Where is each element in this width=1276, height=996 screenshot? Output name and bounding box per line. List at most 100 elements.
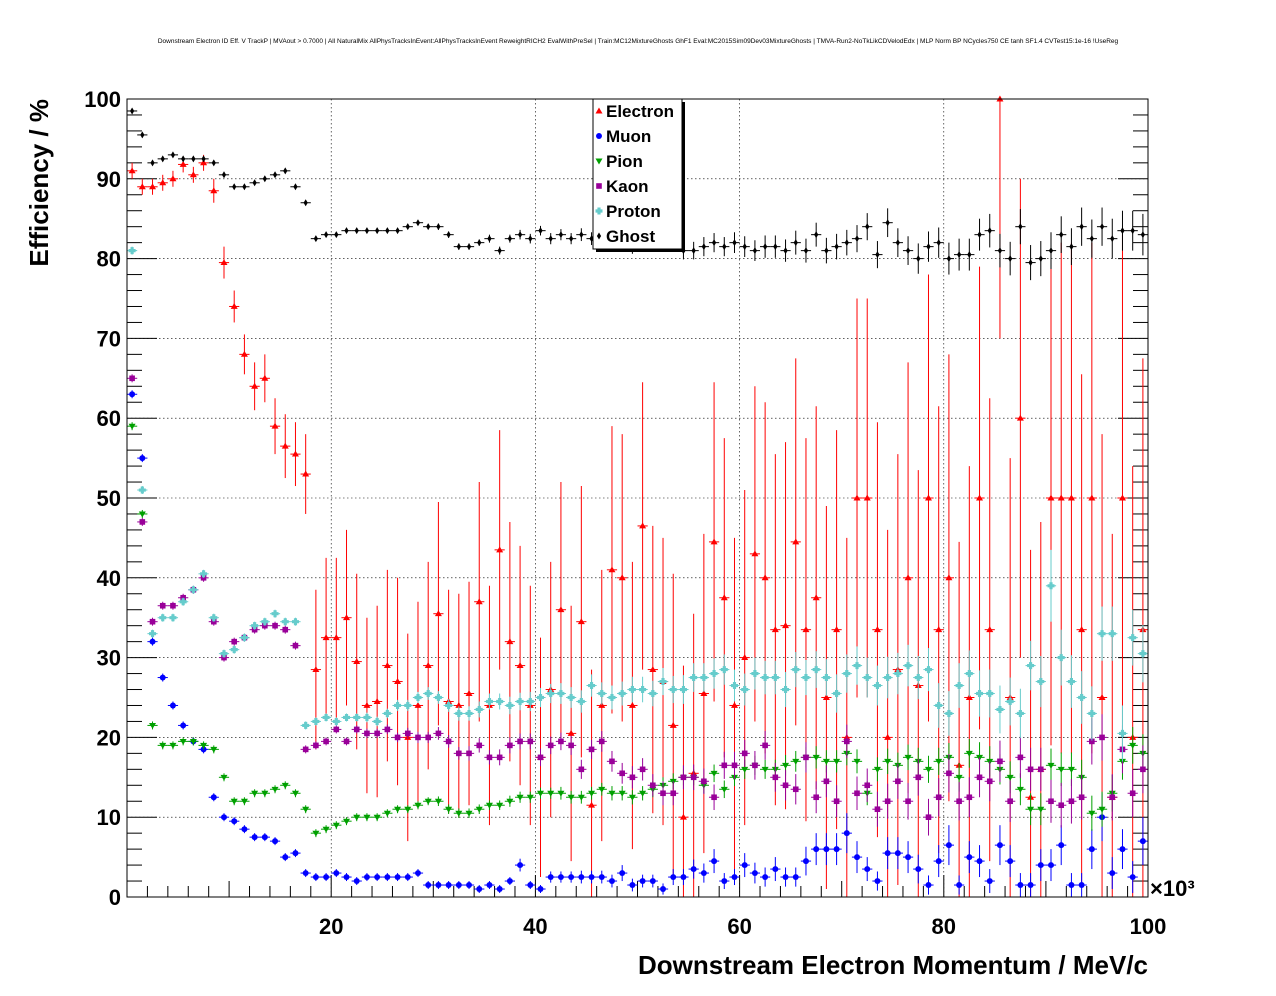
data-point [853, 758, 861, 765]
data-point [333, 870, 340, 877]
data-point [262, 175, 267, 183]
data-point [751, 870, 758, 877]
data-point [946, 255, 952, 263]
data-point [844, 239, 849, 247]
data-point [149, 638, 156, 645]
data-point [1129, 634, 1137, 642]
data-point [507, 235, 512, 243]
data-point [557, 606, 565, 613]
data-point [200, 742, 208, 749]
data-point [1047, 762, 1055, 769]
data-point [485, 697, 493, 705]
data-point [711, 794, 717, 801]
legend-marker-muon [596, 133, 602, 139]
data-point [333, 726, 340, 733]
data-point [221, 814, 227, 821]
data-point [1088, 494, 1096, 501]
data-point [915, 866, 922, 873]
data-point [773, 243, 778, 251]
data-point [1088, 846, 1095, 853]
data-point [384, 874, 391, 881]
data-point [722, 243, 727, 251]
data-point [466, 243, 472, 251]
data-point [618, 690, 626, 698]
data-point [843, 670, 851, 678]
data-point [1037, 862, 1044, 869]
data-point [221, 171, 227, 179]
data-point [385, 227, 390, 235]
y-tick-label: 40 [97, 566, 121, 591]
data-point [415, 870, 421, 877]
data-point [434, 610, 442, 617]
data-point [261, 374, 269, 381]
data-point [1057, 494, 1065, 501]
data-point [700, 690, 708, 696]
data-point [251, 382, 259, 389]
data-point [159, 674, 166, 681]
data-point [771, 674, 779, 682]
data-point [497, 247, 502, 255]
data-point [833, 758, 841, 765]
data-point [782, 782, 789, 789]
data-point [435, 882, 442, 889]
data-point [1037, 806, 1045, 813]
data-point [567, 729, 575, 736]
data-point [516, 794, 524, 801]
data-point [965, 694, 973, 700]
data-point [1078, 694, 1086, 701]
data-point [1067, 766, 1075, 773]
data-point [976, 774, 983, 781]
data-point [1120, 227, 1125, 235]
data-point [823, 778, 830, 785]
data-point [679, 813, 687, 820]
data-point [782, 874, 789, 881]
data-point [332, 634, 340, 641]
data-point [884, 758, 892, 765]
legend-marker-ghost [596, 232, 602, 240]
data-point [312, 717, 320, 725]
data-point [792, 758, 800, 765]
data-point [833, 846, 840, 853]
data-point [639, 522, 647, 529]
data-point [1069, 243, 1074, 251]
data-point [792, 874, 799, 881]
x-tick-label: 40 [523, 914, 547, 939]
x-tick-label: 60 [727, 914, 751, 939]
y-tick-label: 50 [97, 486, 121, 511]
data-point [720, 666, 728, 674]
data-point [761, 674, 769, 682]
data-point [374, 874, 381, 881]
data-point [230, 798, 238, 805]
data-point [150, 159, 155, 167]
data-point [477, 239, 482, 247]
data-point [965, 750, 973, 757]
data-point [506, 798, 514, 805]
y-axis-label: Efficiency / % [24, 99, 54, 267]
data-point [251, 834, 258, 841]
data-point [763, 243, 768, 251]
data-point [589, 235, 594, 243]
y-tick-label: 90 [97, 167, 121, 192]
data-point [731, 874, 738, 881]
data-point [863, 494, 871, 501]
data-point [814, 231, 819, 239]
data-point [741, 766, 749, 773]
data-point [220, 650, 228, 658]
data-point [1140, 766, 1146, 773]
data-point [915, 774, 922, 781]
data-point [751, 670, 759, 678]
data-point [863, 674, 871, 682]
data-point [332, 822, 340, 829]
data-point [1129, 790, 1136, 797]
data-point [1037, 766, 1044, 773]
y-tick-label: 70 [97, 326, 121, 351]
data-point [955, 682, 963, 690]
data-point [1078, 626, 1086, 633]
data-point [690, 866, 697, 873]
data-point [884, 798, 891, 805]
data-point [149, 183, 157, 190]
data-point [752, 247, 758, 255]
data-point [986, 878, 993, 885]
data-point [732, 239, 737, 247]
data-point [997, 758, 1003, 765]
